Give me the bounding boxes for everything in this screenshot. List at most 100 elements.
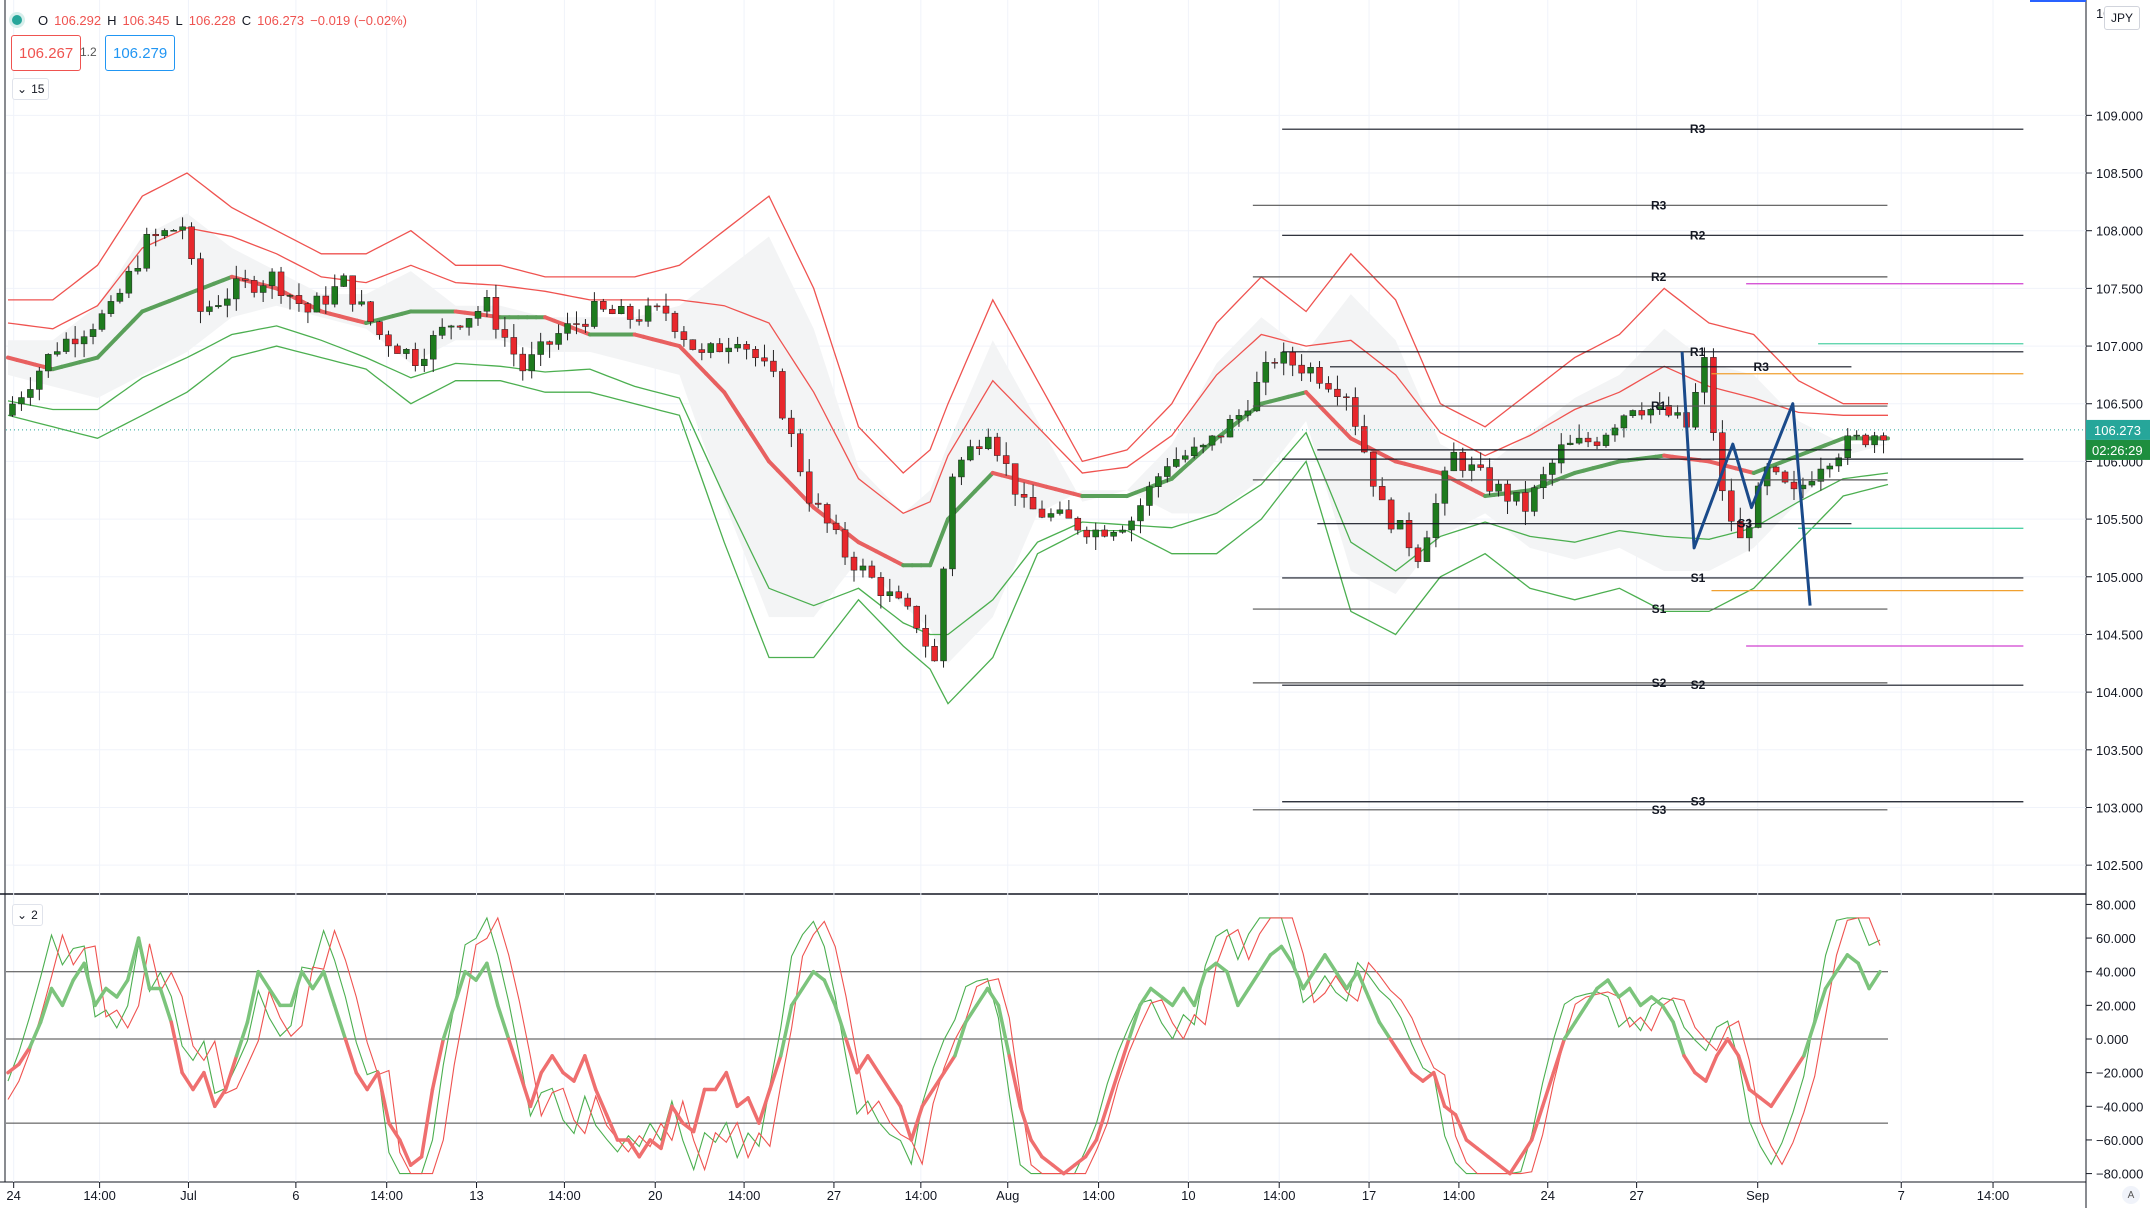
basis-segment xyxy=(954,498,968,512)
sell-price-button[interactable]: 106.267 xyxy=(11,35,82,71)
osc-main-segment xyxy=(1791,1054,1806,1075)
osc-main-segment xyxy=(1323,953,1338,974)
candle-down xyxy=(931,646,938,662)
basis-segment xyxy=(104,337,118,351)
osc-main-segment xyxy=(1040,1155,1055,1167)
candle-up xyxy=(958,459,965,478)
osc-main-segment xyxy=(1519,1138,1534,1159)
osc-main-segment xyxy=(822,978,837,1008)
time-tick-label: 14:00 xyxy=(1977,1188,2010,1203)
candle-down xyxy=(805,471,813,504)
basis-segment xyxy=(972,480,986,494)
osc-main-segment xyxy=(583,1054,598,1092)
osc-main-segment xyxy=(1203,961,1218,974)
candle-down xyxy=(1065,509,1073,519)
candle-down xyxy=(1459,451,1467,471)
open-value: 106.292 xyxy=(54,12,102,28)
chevron-down-icon: ⌄ xyxy=(17,82,28,96)
candle-down xyxy=(1880,435,1887,441)
candle-up xyxy=(1808,481,1816,486)
candle-down xyxy=(1387,499,1395,530)
osc-main-segment xyxy=(1486,1155,1501,1167)
osc-tick-label: −20.000 xyxy=(2096,1066,2143,1081)
candle-down xyxy=(1352,397,1359,427)
candle-down xyxy=(743,344,750,350)
currency-button[interactable]: JPY xyxy=(2103,6,2140,30)
candle-up xyxy=(1226,419,1234,438)
price-tick-label: 107.500 xyxy=(2096,281,2143,296)
osc-main-segment xyxy=(1007,1054,1022,1109)
basis-segment xyxy=(775,468,789,482)
osc-main-segment xyxy=(1540,1070,1556,1109)
pivot-label: S3 xyxy=(1691,795,1706,809)
osc-main-segment xyxy=(1497,1163,1512,1176)
candle-up xyxy=(1110,532,1117,537)
candle-down xyxy=(1378,486,1386,501)
candle-up xyxy=(967,446,974,461)
osc-main-segment xyxy=(321,969,337,1008)
oscillator-pane-toggle[interactable]: ⌄ 2 xyxy=(12,904,43,926)
osc-main-segment xyxy=(659,1104,674,1151)
time-tick-label: 10 xyxy=(1181,1188,1195,1203)
osc-main-segment xyxy=(343,1037,359,1075)
candle-down xyxy=(1593,441,1601,446)
candle-down xyxy=(304,303,312,313)
candle-up xyxy=(1844,435,1851,459)
basis-segment xyxy=(1322,408,1335,422)
candle-up xyxy=(1656,405,1663,410)
pattern-path xyxy=(1680,351,1812,606)
candle-down xyxy=(1002,455,1010,464)
candle-up xyxy=(421,358,428,366)
candle-down xyxy=(1029,497,1037,510)
osc-main-segment xyxy=(93,986,108,1008)
osc-main-segment xyxy=(169,1020,184,1075)
candle-up xyxy=(528,354,535,372)
osc-tick-label: 20.000 xyxy=(2096,998,2136,1013)
basis-segment xyxy=(722,390,736,409)
candle-up xyxy=(313,295,321,313)
candle-down xyxy=(761,357,768,362)
osc-main-segment xyxy=(1442,1104,1458,1117)
osc-main-segment xyxy=(49,986,65,1008)
candle-up xyxy=(89,329,97,337)
candle-up xyxy=(27,389,34,398)
osc-main-segment xyxy=(974,986,990,1008)
candle-down xyxy=(367,301,374,322)
candle-up xyxy=(438,326,446,336)
osc-main-segment xyxy=(964,1003,979,1024)
osc-main-segment xyxy=(1453,1112,1469,1142)
price-tick-label: 109.000 xyxy=(2096,108,2143,123)
time-tick-label: 13 xyxy=(469,1188,483,1203)
candle-up xyxy=(143,234,151,269)
time-tick-label: 24 xyxy=(6,1188,20,1203)
time-tick-label: 14:00 xyxy=(1082,1188,1115,1203)
buy-price-button[interactable]: 106.279 xyxy=(105,35,176,71)
osc-main-segment xyxy=(289,969,304,1008)
osc-main-segment xyxy=(38,986,54,1024)
oscillator-pane xyxy=(6,916,1888,1176)
candle-down xyxy=(250,280,258,293)
time-tick-label: 27 xyxy=(1629,1188,1643,1203)
osc-main-segment xyxy=(953,1020,968,1058)
osc-main-segment xyxy=(1551,1037,1567,1075)
main-pane-toggle[interactable]: ⌄ 15 xyxy=(12,78,50,100)
candle-up xyxy=(1531,487,1538,512)
candle-down xyxy=(582,323,589,327)
osc-main-segment xyxy=(572,1054,587,1083)
basis-segment xyxy=(677,344,691,358)
candle-up xyxy=(1602,434,1610,446)
candle-down xyxy=(152,234,159,237)
candle-down xyxy=(1862,434,1869,446)
candle-up xyxy=(1181,455,1189,460)
auto-scale-button[interactable]: A xyxy=(2122,1186,2140,1204)
candle-down xyxy=(1504,483,1511,502)
candle-down xyxy=(1405,520,1413,549)
spread-label: 1.2 xyxy=(80,45,97,59)
osc-main-segment xyxy=(887,1087,903,1109)
candle-down xyxy=(841,529,849,558)
candle-up xyxy=(80,336,88,345)
